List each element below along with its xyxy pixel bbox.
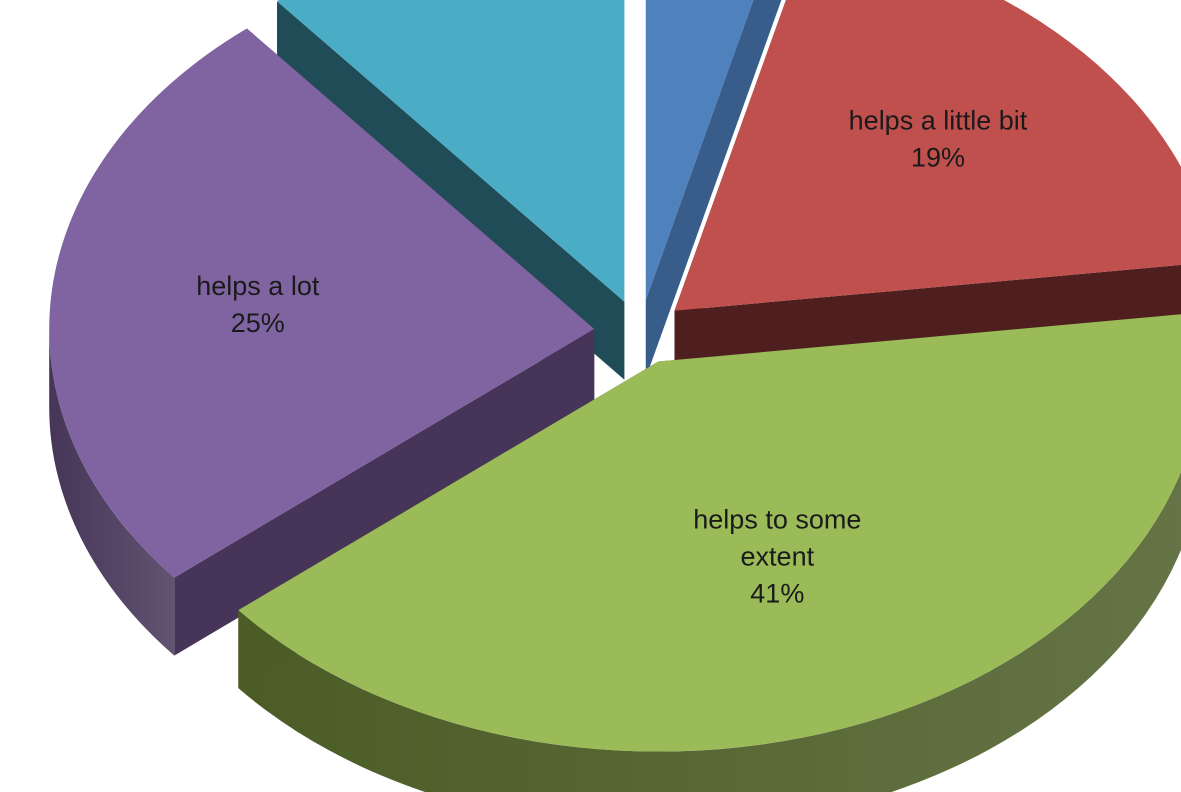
- pie-slice-helps-a-little-bit: [674, 0, 1181, 311]
- slice-wall-3-0: [174, 328, 595, 656]
- slice-tops: [49, 0, 1181, 752]
- slice-value-label: 19%: [911, 142, 965, 172]
- pie-slice-extremely-helpful: [277, 0, 625, 302]
- pie-slice-helps-to-some-extent: [238, 314, 1181, 752]
- slice-category-label: helps a lot: [196, 271, 320, 301]
- slice-wall-0-1: [645, 0, 782, 379]
- slice-rim-2-0: [238, 471, 1181, 792]
- slice-labels: not helpful4%helps a little bit19%helps …: [196, 105, 1028, 609]
- slice-side-0: [645, 0, 782, 379]
- pie-slice-not-helpful: [645, 0, 754, 301]
- slice-rim-3-0: [49, 328, 175, 656]
- slice-category-label: extent: [741, 542, 815, 572]
- pie-slice-helps-a-lot: [49, 28, 595, 578]
- slice-category-label: helps a little bit: [849, 105, 1028, 135]
- slice-value-label: 25%: [231, 308, 285, 338]
- slice-category-label: helps to some: [693, 505, 861, 535]
- slice-value-label: 41%: [750, 579, 804, 609]
